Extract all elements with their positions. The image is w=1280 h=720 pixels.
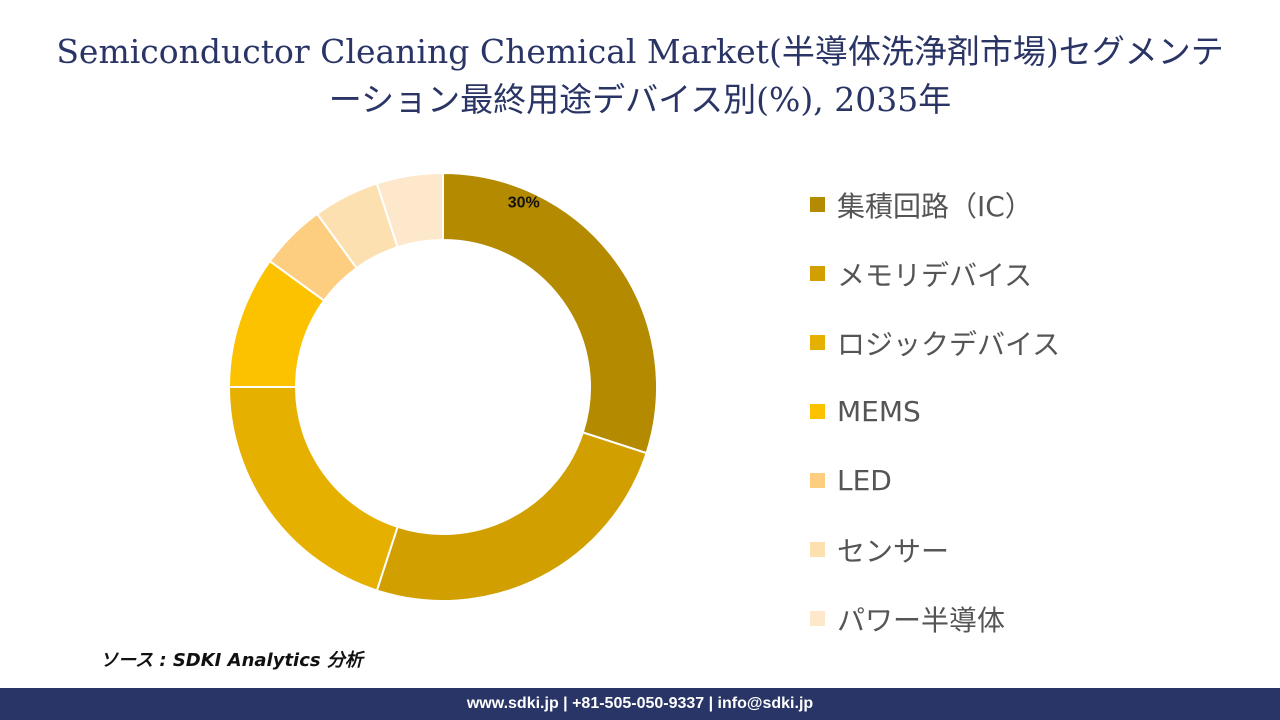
legend-item: 集積回路（IC） [810, 170, 1250, 239]
legend-label: パワー半導体 [837, 603, 1006, 637]
legend-item: センサー [810, 515, 1250, 584]
legend-swatch [810, 335, 825, 350]
chart-title: Semiconductor Cleaning Chemical Market(半… [56, 32, 1224, 119]
source-note: ソース : SDKI Analytics 分析 [100, 650, 363, 671]
legend-swatch [810, 266, 825, 281]
legend-label: LED [837, 464, 892, 497]
legend-item: MEMS [810, 377, 1250, 446]
legend-label: 集積回路（IC） [837, 189, 1033, 223]
slice-data-label: 30% [508, 194, 540, 211]
legend-label: ロジックデバイス [837, 327, 1061, 361]
footer-contact-bar: www.sdki.jp | +81-505-050-9337 | info@sd… [0, 688, 1280, 720]
chart-legend: 集積回路（IC） メモリデバイス ロジックデバイス MEMS LED センサーパワー半導体 [810, 170, 1250, 653]
legend-swatch [810, 197, 825, 212]
legend-item: LED [810, 446, 1250, 515]
donut-slice [375, 171, 444, 249]
legend-label: MEMS [837, 395, 921, 428]
legend-swatch [810, 404, 825, 419]
legend-item: ロジックデバイス [810, 308, 1250, 377]
legend-swatch [810, 611, 825, 626]
legend-swatch [810, 542, 825, 557]
donut-slice [442, 171, 658, 455]
legend-label: センサー [837, 534, 950, 568]
legend-swatch [810, 473, 825, 488]
donut-chart: 30% [227, 171, 658, 602]
legend-label: メモリデバイス [837, 258, 1033, 292]
donut-slice [227, 386, 399, 592]
donut-slice [375, 431, 648, 602]
legend-item: パワー半導体 [810, 584, 1250, 653]
legend-item: メモリデバイス [810, 239, 1250, 308]
